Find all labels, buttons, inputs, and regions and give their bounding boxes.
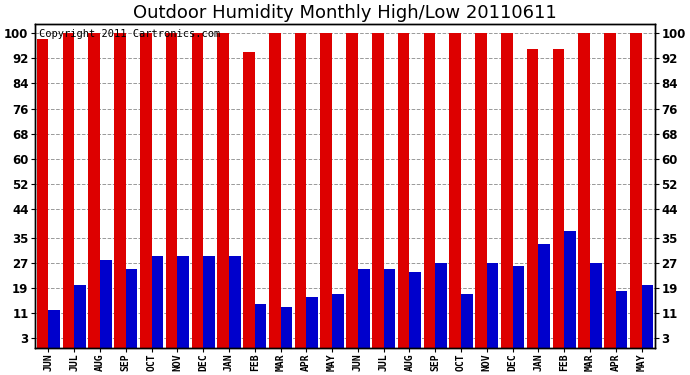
Bar: [398, 33, 409, 348]
Bar: [578, 33, 590, 348]
Bar: [114, 33, 126, 348]
Bar: [409, 272, 421, 348]
Bar: [372, 33, 384, 348]
Bar: [203, 256, 215, 348]
Bar: [332, 294, 344, 348]
Bar: [615, 291, 627, 348]
Text: Copyright 2011 Cartronics.com: Copyright 2011 Cartronics.com: [39, 28, 220, 39]
Bar: [229, 256, 241, 348]
Bar: [281, 307, 292, 348]
Bar: [435, 263, 447, 348]
Bar: [642, 285, 653, 348]
Bar: [527, 49, 538, 348]
Bar: [424, 33, 435, 348]
Bar: [243, 52, 255, 348]
Bar: [475, 33, 487, 348]
Bar: [140, 33, 152, 348]
Bar: [538, 244, 550, 348]
Bar: [63, 33, 75, 348]
Bar: [100, 260, 112, 348]
Bar: [461, 294, 473, 348]
Bar: [152, 256, 163, 348]
Bar: [217, 33, 229, 348]
Bar: [501, 33, 513, 348]
Bar: [177, 256, 189, 348]
Bar: [358, 269, 370, 348]
Bar: [590, 263, 602, 348]
Bar: [553, 49, 564, 348]
Title: Outdoor Humidity Monthly High/Low 20110611: Outdoor Humidity Monthly High/Low 201106…: [133, 4, 557, 22]
Bar: [384, 269, 395, 348]
Bar: [37, 39, 48, 348]
Bar: [346, 33, 358, 348]
Bar: [75, 285, 86, 348]
Bar: [604, 33, 615, 348]
Bar: [564, 231, 576, 348]
Bar: [166, 33, 177, 348]
Bar: [269, 33, 281, 348]
Bar: [192, 33, 203, 348]
Bar: [255, 304, 266, 348]
Bar: [630, 33, 642, 348]
Bar: [126, 269, 137, 348]
Bar: [88, 33, 100, 348]
Bar: [48, 310, 60, 348]
Bar: [449, 33, 461, 348]
Bar: [487, 263, 498, 348]
Bar: [295, 33, 306, 348]
Bar: [513, 266, 524, 348]
Bar: [306, 297, 318, 348]
Bar: [320, 33, 332, 348]
